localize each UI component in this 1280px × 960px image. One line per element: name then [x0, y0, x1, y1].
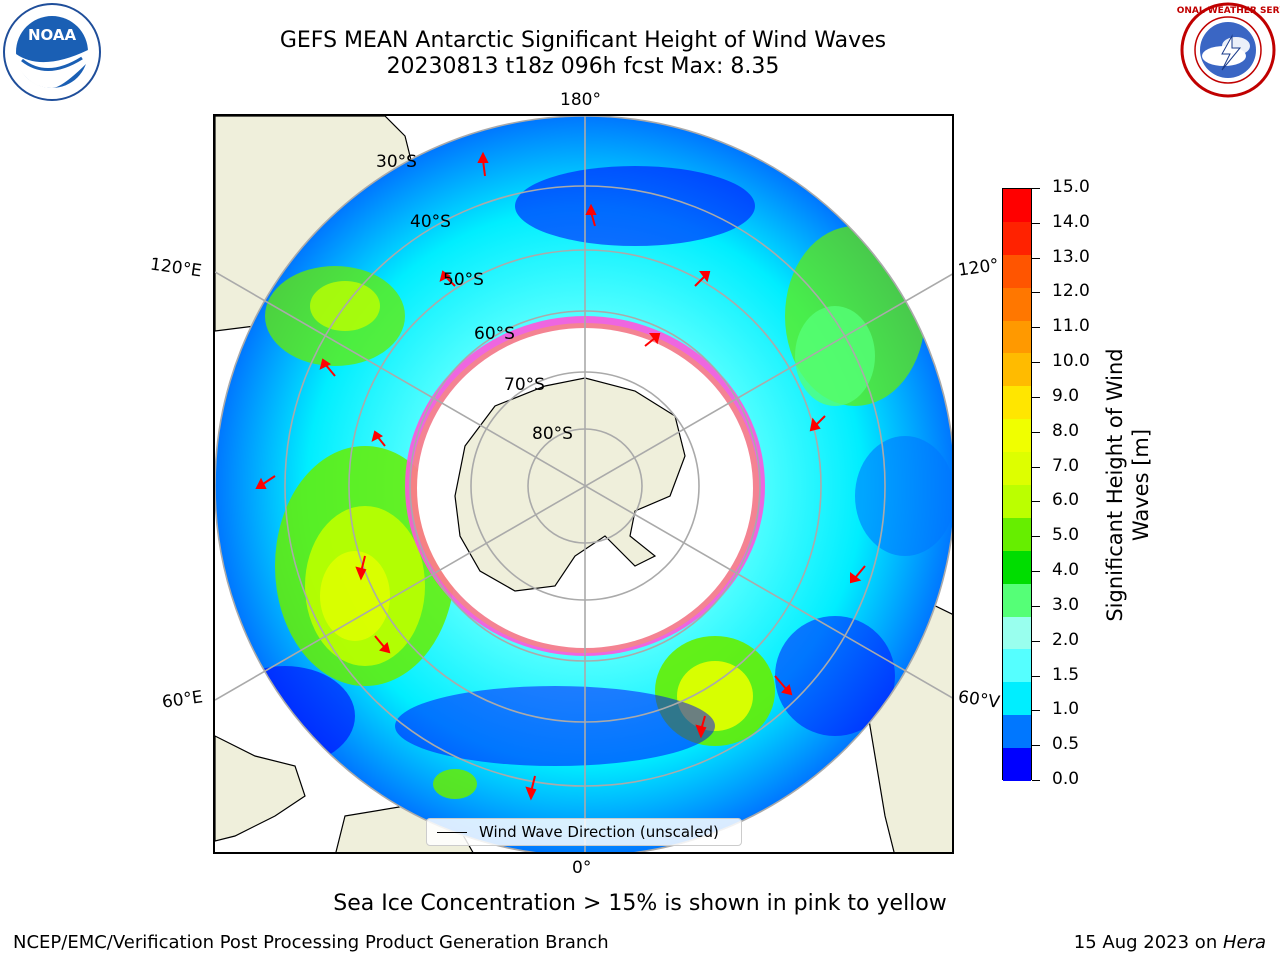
chart-subtitle: 20230813 t18z 096h fcst Max: 8.35	[386, 54, 780, 79]
lat-label-80s: 80°S	[532, 424, 573, 444]
colorbar-tick	[1032, 745, 1040, 747]
colorbar-tick	[1032, 675, 1040, 677]
colorbar-tick	[1032, 257, 1040, 259]
colorbar-tick-label: 4.0	[1052, 560, 1080, 581]
chart-title: GEFS MEAN Antarctic Significant Height o…	[279, 28, 887, 53]
colorbar-segment	[1003, 189, 1031, 223]
colorbar-tick	[1032, 466, 1040, 468]
colorbar-segment	[1003, 715, 1031, 749]
lat-label-70s: 70°S	[504, 375, 545, 395]
colorbar-segment	[1003, 485, 1031, 519]
colorbar-tick-label: 0.0	[1052, 769, 1080, 789]
colorbar-label: Significant Height of Wind Waves [m]	[1102, 315, 1154, 655]
colorbar-tick	[1032, 188, 1040, 189]
lon-label-180: 180°	[560, 90, 601, 110]
antarctica-land	[454, 377, 686, 592]
colorbar-segment	[1003, 550, 1031, 585]
sea-ice-note: Sea Ice Concentration > 15% is shown in …	[333, 891, 947, 916]
lon-label-120w: 120°	[956, 255, 1001, 281]
colorbar-segment	[1003, 221, 1031, 256]
colorbar-tick	[1032, 710, 1040, 712]
colorbar-segment	[1003, 386, 1031, 420]
colorbar-segment	[1003, 353, 1031, 387]
noaa-logo: NOAA	[2, 2, 102, 102]
colorbar-tick-label: 15.0	[1052, 177, 1090, 197]
lat-label-40s: 40°S	[410, 212, 451, 232]
map-canvas	[215, 116, 952, 852]
colorbar-label-line2: Waves [m]	[1129, 428, 1153, 542]
wind-wave-arrows	[255, 151, 866, 801]
footer-credit: NCEP/EMC/Verification Post Processing Pr…	[13, 932, 609, 953]
colorbar-segment	[1003, 517, 1031, 552]
lon-label-0: 0°	[572, 858, 592, 878]
polar-map	[213, 114, 954, 854]
colorbar-tick	[1032, 292, 1040, 294]
colorbar-tick-label: 2.0	[1052, 629, 1080, 650]
footer-machine: Hera	[1222, 932, 1266, 953]
colorbar-tick	[1032, 536, 1040, 538]
colorbar	[1002, 188, 1032, 782]
colorbar-tick-label: 10.0	[1052, 351, 1090, 372]
lat-label-60s: 60°S	[474, 324, 515, 344]
colorbar-segment	[1003, 616, 1031, 650]
colorbar-segment	[1003, 583, 1031, 618]
colorbar-tick	[1032, 605, 1040, 607]
noaa-logo-text: NOAA	[28, 26, 77, 44]
legend-line-swatch	[437, 832, 467, 833]
colorbar-tick	[1032, 327, 1040, 329]
colorbar-tick-label: 7.0	[1052, 455, 1080, 476]
colorbar-tick	[1032, 780, 1040, 781]
colorbar-tick	[1032, 362, 1040, 364]
nws-logo-text: NATIONAL WEATHER SERVICE	[1176, 6, 1280, 16]
map-legend: Wind Wave Direction (unscaled)	[426, 818, 742, 846]
colorbar-tick-label: 11.0	[1052, 316, 1090, 337]
footer-date-prefix: 15 Aug 2023 on	[1073, 932, 1223, 953]
lat-label-50s: 50°S	[443, 270, 484, 290]
lon-label-60w: 60°V	[956, 687, 1001, 713]
colorbar-tick	[1032, 501, 1040, 503]
colorbar-segment	[1003, 320, 1031, 354]
colorbar-tick	[1032, 222, 1040, 224]
colorbar-tick	[1032, 431, 1040, 433]
colorbar-segment	[1003, 748, 1031, 782]
colorbar-label-line1: Significant Height of Wind	[1103, 348, 1127, 622]
colorbar-tick-label: 5.0	[1052, 525, 1080, 546]
colorbar-tick-label: 14.0	[1052, 211, 1090, 232]
colorbar-segment	[1003, 682, 1031, 716]
colorbar-segment	[1003, 254, 1031, 289]
legend-label: Wind Wave Direction (unscaled)	[479, 823, 719, 841]
colorbar-tick	[1032, 640, 1040, 642]
lon-label-60e: 60°E	[160, 687, 205, 713]
colorbar-segment	[1003, 419, 1031, 453]
lon-label-120e: 120°E	[148, 254, 203, 282]
colorbar-tick	[1032, 571, 1040, 573]
colorbar-tick-label: 6.0	[1052, 490, 1080, 511]
colorbar-tick-label: 9.0	[1052, 385, 1080, 406]
africa-land	[215, 735, 306, 842]
colorbar-tick-label: 1.5	[1052, 664, 1080, 685]
colorbar-tick	[1032, 396, 1040, 398]
colorbar-segment	[1003, 452, 1031, 486]
colorbar-tick-label: 3.0	[1052, 594, 1080, 615]
lat-label-30s: 30°S	[376, 152, 417, 172]
colorbar-tick-label: 8.0	[1052, 420, 1080, 441]
colorbar-tick-label: 0.5	[1052, 734, 1080, 755]
colorbar-segment	[1003, 649, 1031, 683]
colorbar-tick-label: 12.0	[1052, 281, 1090, 302]
nws-logo: NATIONAL WEATHER SERVICE	[1153, 0, 1280, 100]
colorbar-tick-label: 13.0	[1052, 246, 1090, 267]
colorbar-segment	[1003, 287, 1031, 322]
footer-date: 15 Aug 2023 on Hera	[1074, 932, 1266, 953]
colorbar-tick-label: 1.0	[1052, 699, 1080, 720]
